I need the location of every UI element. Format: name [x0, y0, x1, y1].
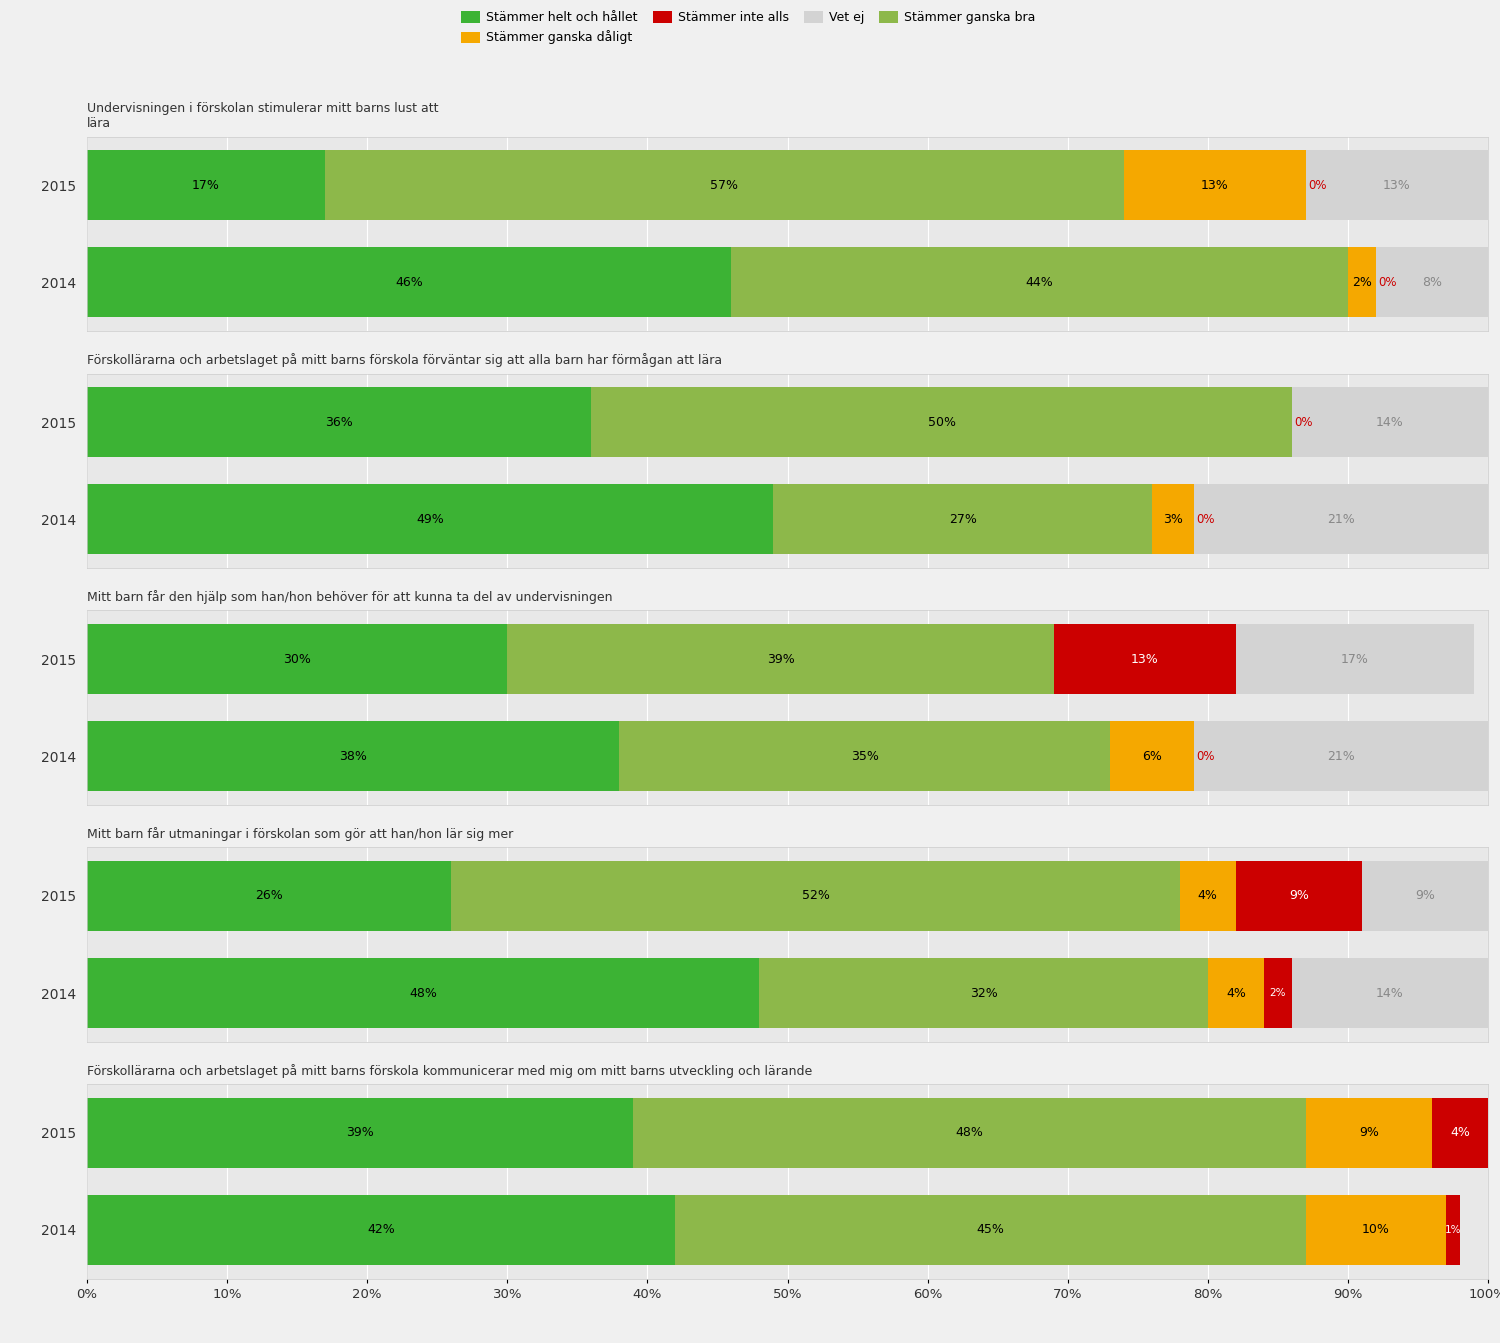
Text: 21%: 21%: [1328, 513, 1354, 525]
Bar: [452, 861, 1180, 931]
Text: 45%: 45%: [976, 1223, 1005, 1237]
Bar: [1208, 958, 1264, 1027]
Text: 3%: 3%: [1162, 513, 1182, 525]
Text: 4%: 4%: [1198, 889, 1218, 902]
Text: 52%: 52%: [801, 889, 830, 902]
Text: 49%: 49%: [417, 513, 444, 525]
Bar: [675, 1195, 1306, 1265]
Text: 1%: 1%: [1444, 1225, 1461, 1236]
Text: 0%: 0%: [1378, 275, 1396, 289]
Text: 14%: 14%: [1376, 415, 1404, 428]
Bar: [1432, 1097, 1488, 1168]
Bar: [759, 958, 1208, 1027]
Text: 0%: 0%: [1196, 749, 1215, 763]
Bar: [1236, 861, 1362, 931]
Text: 9%: 9%: [1359, 1127, 1378, 1139]
Bar: [1264, 958, 1292, 1027]
Text: 38%: 38%: [339, 749, 368, 763]
Bar: [1306, 1097, 1432, 1168]
Text: 4%: 4%: [1450, 1127, 1470, 1139]
Bar: [87, 958, 759, 1027]
Text: Undervisningen i förskolan stimulerar mitt barns lust att
lära: Undervisningen i förskolan stimulerar mi…: [87, 102, 438, 130]
Text: 35%: 35%: [850, 749, 879, 763]
Text: 44%: 44%: [1026, 275, 1053, 289]
Text: 27%: 27%: [948, 513, 976, 525]
Text: 48%: 48%: [410, 987, 436, 999]
Text: 0%: 0%: [1294, 415, 1312, 428]
Text: Mitt barn får utmaningar i förskolan som gör att han/hon lär sig mer: Mitt barn får utmaningar i förskolan som…: [87, 827, 513, 841]
Bar: [326, 150, 1124, 220]
Text: 4%: 4%: [1226, 987, 1246, 999]
Bar: [1376, 247, 1488, 317]
Text: 30%: 30%: [284, 653, 310, 666]
Bar: [87, 1097, 633, 1168]
Bar: [1306, 150, 1488, 220]
Bar: [774, 485, 1152, 555]
Text: 39%: 39%: [346, 1127, 374, 1139]
Text: 13%: 13%: [1131, 653, 1158, 666]
Bar: [1236, 624, 1474, 694]
Text: 14%: 14%: [1376, 987, 1404, 999]
Bar: [507, 624, 1053, 694]
Bar: [620, 721, 1110, 791]
Bar: [591, 387, 1292, 457]
Text: 17%: 17%: [192, 179, 220, 192]
Text: 8%: 8%: [1422, 275, 1442, 289]
Bar: [87, 624, 507, 694]
Bar: [87, 861, 452, 931]
Bar: [87, 721, 620, 791]
Bar: [87, 247, 732, 317]
Bar: [732, 247, 1348, 317]
Bar: [1446, 1195, 1460, 1265]
Text: Förskollärarna och arbetslaget på mitt barns förskola förväntar sig att alla bar: Förskollärarna och arbetslaget på mitt b…: [87, 353, 722, 367]
Bar: [1194, 485, 1488, 555]
Text: 2%: 2%: [1352, 275, 1372, 289]
Text: 36%: 36%: [326, 415, 352, 428]
Text: 9%: 9%: [1288, 889, 1310, 902]
Bar: [1152, 485, 1194, 555]
Bar: [1053, 624, 1236, 694]
Text: 2%: 2%: [1269, 988, 1286, 998]
Bar: [1348, 247, 1376, 317]
Bar: [1194, 721, 1488, 791]
Bar: [1292, 387, 1488, 457]
Bar: [1362, 861, 1488, 931]
Bar: [87, 1195, 675, 1265]
Text: Mitt barn får den hjälp som han/hon behöver för att kunna ta del av undervisning: Mitt barn får den hjälp som han/hon behö…: [87, 590, 612, 604]
Text: 10%: 10%: [1362, 1223, 1390, 1237]
Text: 39%: 39%: [766, 653, 795, 666]
Text: 13%: 13%: [1383, 179, 1411, 192]
Bar: [1306, 1195, 1446, 1265]
Bar: [87, 150, 326, 220]
Text: 9%: 9%: [1414, 889, 1436, 902]
Text: 26%: 26%: [255, 889, 284, 902]
Text: 17%: 17%: [1341, 653, 1370, 666]
Text: 57%: 57%: [711, 179, 738, 192]
Bar: [1292, 958, 1488, 1027]
Bar: [87, 387, 591, 457]
Text: 50%: 50%: [927, 415, 956, 428]
Text: 0%: 0%: [1308, 179, 1326, 192]
Text: 46%: 46%: [396, 275, 423, 289]
Bar: [633, 1097, 1306, 1168]
Text: 0%: 0%: [1196, 513, 1215, 525]
Text: 48%: 48%: [956, 1127, 984, 1139]
Legend: Stämmer helt och hållet, Stämmer ganska dåligt, Stämmer inte alls, Vet ej, Stämm: Stämmer helt och hållet, Stämmer ganska …: [456, 7, 1041, 50]
Bar: [87, 485, 774, 555]
Text: 32%: 32%: [970, 987, 998, 999]
Text: 6%: 6%: [1142, 749, 1161, 763]
Text: Förskollärarna och arbetslaget på mitt barns förskola kommunicerar med mig om mi: Förskollärarna och arbetslaget på mitt b…: [87, 1064, 813, 1077]
Text: 13%: 13%: [1202, 179, 1228, 192]
Bar: [1180, 861, 1236, 931]
Bar: [1124, 150, 1306, 220]
Text: 21%: 21%: [1328, 749, 1354, 763]
Bar: [1110, 721, 1194, 791]
Text: 42%: 42%: [368, 1223, 394, 1237]
